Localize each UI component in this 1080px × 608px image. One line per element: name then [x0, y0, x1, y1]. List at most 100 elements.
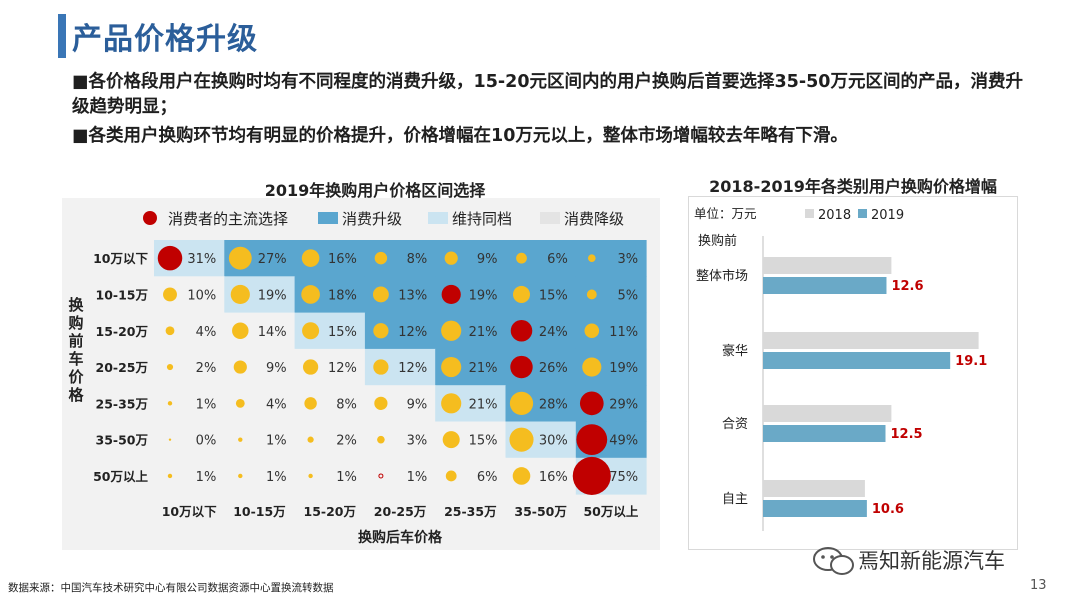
- col-label-5: 35-50万: [514, 504, 566, 519]
- bubble-0-0: [157, 245, 183, 271]
- bubble-6-5: [512, 467, 531, 485]
- cell-label-2-2: 15%: [328, 325, 357, 340]
- cell-label-1-2: 18%: [328, 288, 357, 303]
- legend-marker-2: [428, 212, 448, 224]
- bullet-1: ■各价格段用户在换购时均有不同程度的消费升级，15-20元区间内的用户换购后首要…: [72, 72, 1023, 117]
- bubble-0-3: [374, 251, 388, 265]
- bubble-5-6: [576, 424, 608, 456]
- bubble-5-1: [238, 437, 243, 442]
- bubble-2-1: [232, 322, 249, 339]
- legend-marker-3: [540, 212, 560, 224]
- bar-2019-0: [763, 277, 887, 294]
- cell-6-3: [364, 457, 436, 495]
- cell-4-0: [154, 385, 225, 422]
- cell-label-0-6: 3%: [617, 252, 638, 267]
- legend-label-2018: 2018: [818, 208, 851, 223]
- bubble-6-1: [238, 473, 243, 479]
- bubble-4-6: [579, 391, 604, 416]
- heatmap-title: 2019年换购用户价格区间选择: [264, 181, 486, 200]
- cell-label-5-1: 1%: [266, 434, 287, 449]
- row-label-4: 25-35万: [96, 396, 148, 411]
- category-label-0: 整体市场: [696, 268, 748, 284]
- cell-label-4-1: 4%: [266, 397, 287, 412]
- legend-swatch-2018: [805, 209, 814, 218]
- bubble-3-4: [441, 356, 462, 378]
- cell-5-1: [224, 421, 296, 459]
- bar-2018-3: [763, 480, 865, 497]
- heatmap-ylabel-char-4: 价: [68, 368, 84, 386]
- bar-2019-value-1: 19.1: [955, 354, 987, 369]
- legend-label-0: 消费者的主流选择: [168, 210, 288, 228]
- cell-6-1: [224, 457, 296, 495]
- cell-label-5-2: 2%: [336, 434, 357, 449]
- cell-label-0-1: 27%: [258, 252, 287, 267]
- bar-2018-1: [763, 332, 979, 349]
- row-label-6: 50万以上: [93, 469, 148, 484]
- cell-label-6-4: 6%: [477, 470, 498, 485]
- cell-6-2: [294, 457, 366, 495]
- cell-0-6: [575, 240, 647, 277]
- cell-label-0-3: 8%: [407, 252, 428, 267]
- cell-label-4-3: 9%: [407, 397, 428, 412]
- bubble-3-0: [166, 363, 174, 371]
- cell-label-2-1: 14%: [258, 325, 287, 340]
- row-label-2: 15-20万: [96, 324, 148, 339]
- cell-label-5-0: 0%: [196, 434, 217, 449]
- col-label-4: 25-35万: [444, 504, 496, 519]
- category-axis-title: 换购前: [698, 233, 737, 249]
- cell-label-1-5: 15%: [539, 288, 568, 303]
- bullet-2: ■各类用户换购环节均有明显的价格提升，价格增幅在10万元以上，整体市场增幅较去年…: [72, 126, 848, 146]
- bubble-4-5: [509, 391, 534, 415]
- page-title: 产品价格升级: [72, 22, 258, 57]
- cell-label-3-3: 12%: [398, 361, 427, 376]
- bubble-4-4: [441, 393, 462, 414]
- cell-label-5-6: 49%: [609, 434, 638, 449]
- cell-label-6-6: 75%: [609, 470, 638, 485]
- cell-3-0: [154, 348, 225, 386]
- bubble-1-2: [301, 285, 320, 304]
- bubble-0-1: [228, 246, 252, 270]
- cell-label-6-1: 1%: [266, 470, 287, 485]
- bubble-2-4: [441, 320, 462, 341]
- cell-label-1-0: 10%: [187, 288, 216, 303]
- heatmap-chart: 消费者的主流选择 消费升级 维持同档 消费降级 31% 27% 16% 8% 9% 6% 3% 10万…: [68, 210, 647, 546]
- legend-marker-mainstream: [143, 211, 157, 225]
- cell-label-3-4: 21%: [469, 361, 498, 376]
- bubble-5-0: [168, 438, 172, 441]
- bar-2018-2: [763, 405, 892, 422]
- row-label-3: 20-25万: [96, 360, 148, 375]
- bar-2019-3: [763, 500, 867, 517]
- unit-label: 单位：万元: [694, 206, 757, 221]
- cell-label-3-2: 12%: [328, 361, 357, 376]
- bar-2018-0: [763, 257, 892, 274]
- row-label-1: 10-15万: [96, 287, 148, 302]
- data-source: 数据来源：中国汽车技术研究中心有限公司数据资源中心置换流转数据: [8, 582, 334, 594]
- cell-label-2-3: 12%: [398, 325, 427, 340]
- cell-label-0-5: 6%: [547, 252, 568, 267]
- cell-6-0: [154, 457, 225, 495]
- col-label-1: 10-15万: [233, 504, 285, 519]
- bubble-6-4: [445, 470, 457, 482]
- heatmap-xlabel: 换购后车价格: [358, 529, 443, 546]
- cell-label-1-4: 19%: [469, 288, 498, 303]
- cell-label-0-0: 31%: [187, 252, 216, 267]
- bubble-3-6: [582, 357, 602, 377]
- heatmap-ylabel-char-0: 换: [68, 296, 84, 314]
- bar-2019-2: [763, 425, 886, 442]
- cell-label-6-5: 16%: [539, 470, 568, 485]
- bubble-0-2: [301, 249, 320, 267]
- cell-label-5-3: 3%: [407, 434, 428, 449]
- category-label-1: 豪华: [722, 343, 748, 359]
- bubble-0-4: [444, 251, 458, 265]
- legend-label-2: 维持同档: [452, 210, 512, 228]
- cell-5-2: [294, 421, 366, 459]
- col-label-3: 20-25万: [374, 504, 426, 519]
- heatmap-ylabel-char-1: 购: [68, 314, 83, 332]
- bubble-5-4: [442, 431, 460, 449]
- cell-label-0-4: 9%: [477, 252, 498, 267]
- bubble-6-6: [572, 456, 611, 496]
- legend-marker-1: [318, 212, 338, 224]
- bubble-4-1: [235, 398, 245, 408]
- bubble-3-2: [302, 359, 319, 375]
- category-label-3: 自主: [722, 492, 748, 507]
